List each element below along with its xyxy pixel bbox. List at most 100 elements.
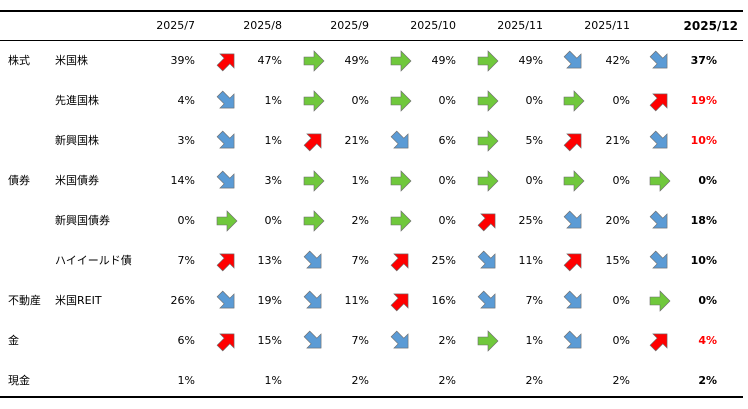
- allocation-value: 6%: [177, 334, 195, 347]
- down-right-icon: [303, 250, 322, 269]
- final-allocation-value: 4%: [698, 334, 717, 347]
- asset-label: 米国債券: [55, 174, 99, 187]
- asset-label: 米国REIT: [55, 294, 102, 307]
- category-label: 金: [8, 334, 19, 347]
- final-allocation-value: 19%: [690, 94, 717, 107]
- down-right-icon: [563, 210, 582, 229]
- allocation-value: 14%: [170, 174, 195, 187]
- down-right-icon: [390, 330, 409, 349]
- right-icon: [477, 50, 499, 72]
- allocation-value: 49%: [431, 54, 456, 67]
- allocation-value: 2%: [351, 214, 369, 227]
- up-right-icon: [390, 293, 409, 312]
- up-right-icon: [563, 133, 582, 152]
- right-icon: [649, 170, 671, 192]
- right-icon: [216, 210, 238, 232]
- up-right-icon: [649, 333, 668, 352]
- allocation-value: 0%: [525, 94, 543, 107]
- allocation-value: 16%: [431, 294, 456, 307]
- column-header: 2025/8: [243, 19, 282, 32]
- right-icon: [477, 330, 499, 352]
- column-header: 2025/11: [584, 19, 630, 32]
- allocation-value: 3%: [177, 134, 195, 147]
- down-right-icon: [563, 330, 582, 349]
- right-icon: [649, 290, 671, 312]
- allocation-value: 1%: [264, 94, 282, 107]
- right-icon: [477, 90, 499, 112]
- down-right-icon: [216, 90, 235, 109]
- allocation-value: 7%: [351, 334, 369, 347]
- allocation-value: 11%: [518, 254, 543, 267]
- allocation-value: 0%: [612, 174, 630, 187]
- bottom-border: [0, 396, 743, 398]
- asset-label: ハイイールド債: [55, 254, 132, 267]
- allocation-value: 15%: [257, 334, 282, 347]
- allocation-value: 1%: [351, 174, 369, 187]
- allocation-value: 1%: [264, 134, 282, 147]
- right-icon: [303, 210, 325, 232]
- up-right-icon: [477, 213, 496, 232]
- allocation-value: 39%: [170, 54, 195, 67]
- allocation-value: 0%: [612, 294, 630, 307]
- allocation-value: 7%: [351, 254, 369, 267]
- allocation-value: 0%: [264, 214, 282, 227]
- allocation-value: 15%: [605, 254, 630, 267]
- final-allocation-value: 0%: [698, 294, 717, 307]
- down-right-icon: [477, 250, 496, 269]
- final-allocation-value: 37%: [690, 54, 717, 67]
- allocation-value: 25%: [431, 254, 456, 267]
- allocation-value: 6%: [438, 134, 456, 147]
- up-right-icon: [649, 93, 668, 112]
- allocation-value: 5%: [525, 134, 543, 147]
- final-allocation-value: 10%: [690, 254, 717, 267]
- allocation-value: 21%: [605, 134, 630, 147]
- asset-label: 新興国債券: [55, 214, 110, 227]
- header-divider: [0, 40, 743, 41]
- right-icon: [303, 170, 325, 192]
- right-icon: [390, 210, 412, 232]
- column-header: 2025/9: [330, 19, 369, 32]
- allocation-value: 42%: [605, 54, 630, 67]
- final-allocation-value: 0%: [698, 174, 717, 187]
- allocation-value: 49%: [344, 54, 369, 67]
- category-label: 債券: [8, 174, 30, 187]
- allocation-value: 1%: [525, 334, 543, 347]
- up-right-icon: [216, 333, 235, 352]
- allocation-value: 0%: [351, 94, 369, 107]
- allocation-value: 0%: [612, 334, 630, 347]
- column-header: 2025/12: [683, 19, 738, 33]
- allocation-value: 11%: [344, 294, 369, 307]
- allocation-value: 47%: [257, 54, 282, 67]
- allocation-value: 25%: [518, 214, 543, 227]
- allocation-value: 0%: [438, 214, 456, 227]
- down-right-icon: [303, 330, 322, 349]
- down-right-icon: [563, 50, 582, 69]
- allocation-value: 49%: [518, 54, 543, 67]
- allocation-value: 2%: [351, 374, 369, 387]
- allocation-value: 0%: [438, 94, 456, 107]
- allocation-value: 1%: [264, 374, 282, 387]
- down-right-icon: [390, 130, 409, 149]
- allocation-value: 0%: [438, 174, 456, 187]
- allocation-value: 0%: [612, 94, 630, 107]
- column-header: 2025/7: [156, 19, 195, 32]
- right-icon: [303, 50, 325, 72]
- asset-label: 新興国株: [55, 134, 99, 147]
- allocation-value: 7%: [177, 254, 195, 267]
- asset-label: 先進国株: [55, 94, 99, 107]
- allocation-value: 4%: [177, 94, 195, 107]
- down-right-icon: [649, 130, 668, 149]
- category-label: 現金: [8, 374, 30, 387]
- down-right-icon: [477, 290, 496, 309]
- final-allocation-value: 10%: [690, 134, 717, 147]
- up-right-icon: [216, 253, 235, 272]
- allocation-value: 0%: [177, 214, 195, 227]
- up-right-icon: [303, 133, 322, 152]
- allocation-value: 26%: [170, 294, 195, 307]
- allocation-value: 21%: [344, 134, 369, 147]
- allocation-value: 2%: [612, 374, 630, 387]
- allocation-table: 2025/7 2025/8 2025/9 2025/10 2025/11 2025/11 2…: [0, 10, 748, 398]
- right-icon: [390, 90, 412, 112]
- allocation-value: 2%: [525, 374, 543, 387]
- right-icon: [563, 170, 585, 192]
